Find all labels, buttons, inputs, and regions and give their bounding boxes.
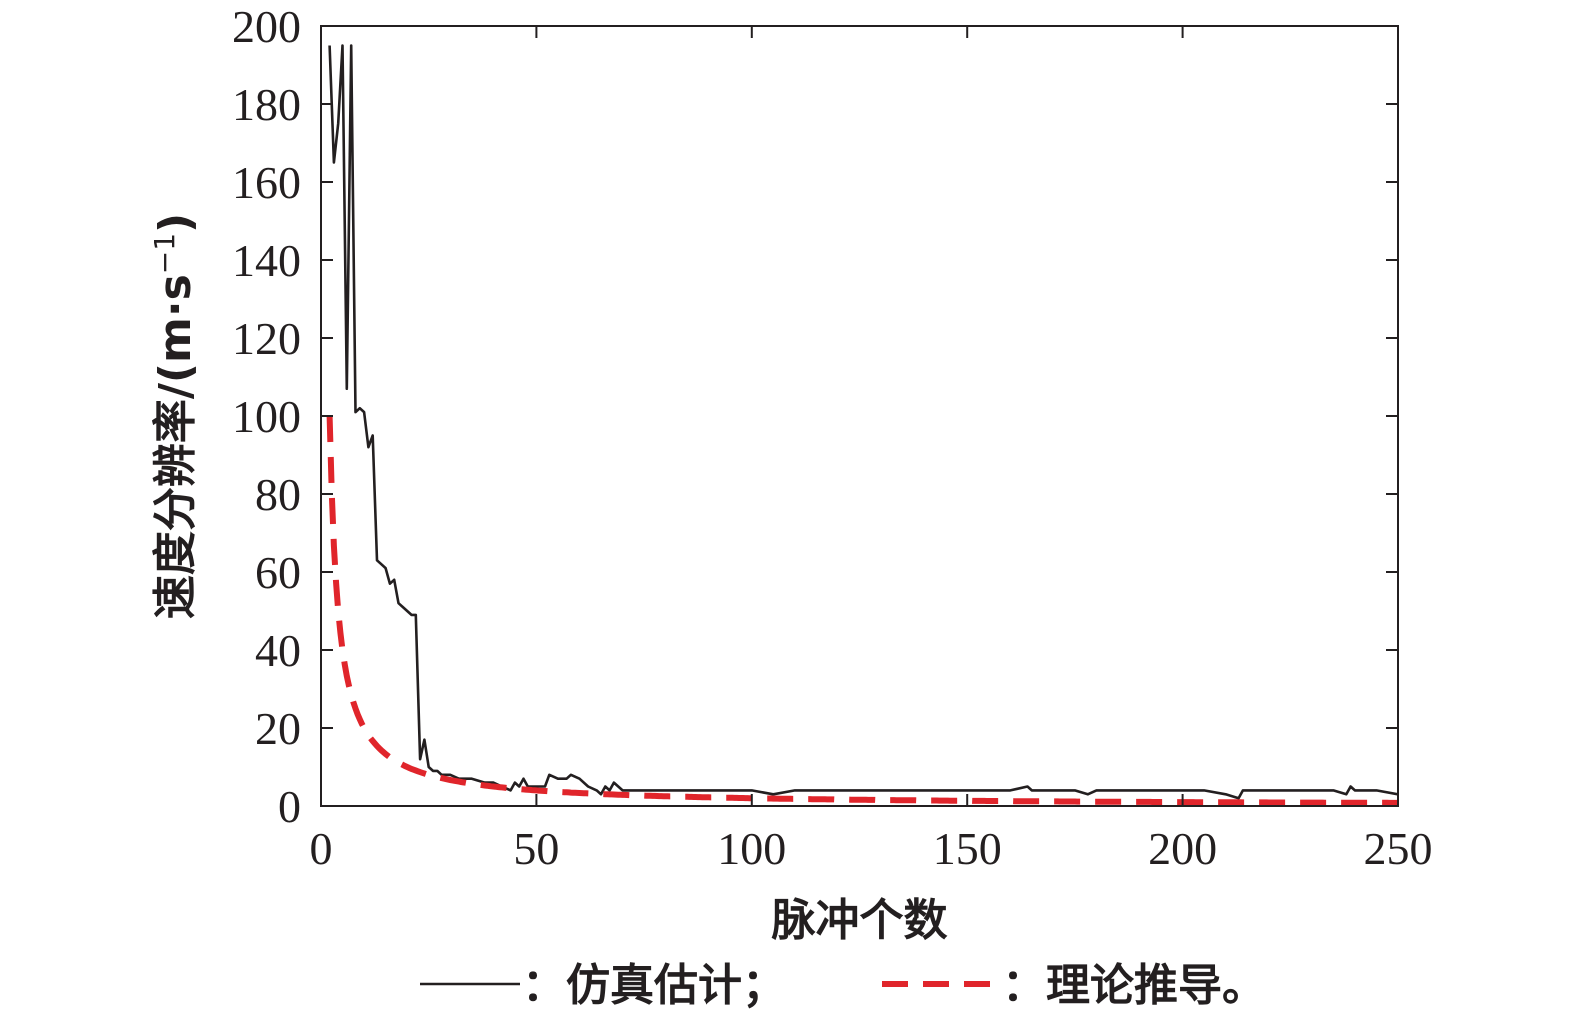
plot-frame	[320, 25, 1399, 807]
y-tick-label: 120	[232, 313, 301, 364]
y-tick-label: 40	[255, 625, 301, 676]
plot-area	[326, 44, 1399, 806]
y-tick-label: 160	[232, 157, 301, 208]
y-tick-label: 60	[255, 547, 301, 598]
x-tick-label: 250	[1364, 823, 1433, 874]
y-axis-title-main: 速度分辨率/(m·s	[150, 274, 201, 619]
y-axis-title: 速度分辨率/(m·s−1)	[148, 213, 202, 619]
y-tick-label: 200	[232, 1, 301, 52]
x-tick-label: 150	[933, 823, 1002, 874]
x-tick-label: 50	[513, 823, 559, 874]
x-tick-label: 100	[717, 823, 786, 874]
y-tick-label: 80	[255, 469, 301, 520]
axis-labels: 脉冲个数 速度分辨率/(m·s−1)	[148, 213, 948, 946]
series-line-sim	[328, 44, 1399, 800]
y-tick-label: 0	[278, 781, 301, 832]
axes: 0 50 100 150 200 250 0 20 40 60 80 100 120 140 160 180 2…	[232, 1, 1433, 874]
y-tick-label: 140	[232, 235, 301, 286]
y-tick-label: 20	[255, 703, 301, 754]
series-line-theory	[326, 415, 1398, 806]
x-axis-title: 脉冲个数	[772, 895, 948, 946]
legend-label-theory: ：理论推导。	[1002, 960, 1266, 1011]
y-tick-label: 100	[232, 391, 301, 442]
y-axis-title-superscript: −1	[148, 233, 181, 274]
x-tick-label: 200	[1148, 823, 1217, 874]
legend-label-sim: ：仿真估计；	[522, 960, 786, 1011]
y-tick-label: 180	[232, 79, 301, 130]
legend: ：仿真估计； ：理论推导。	[420, 960, 1266, 1011]
x-tick-label: 0	[310, 823, 333, 874]
y-axis-title-close: )	[150, 213, 201, 233]
